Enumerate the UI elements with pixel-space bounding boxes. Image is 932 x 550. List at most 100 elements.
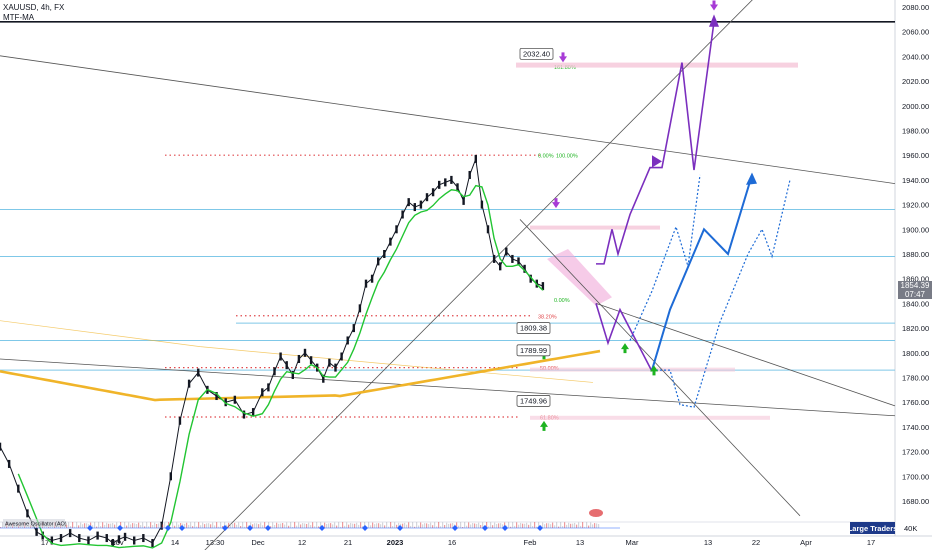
price-candle [142, 534, 145, 543]
price-candle [480, 200, 484, 209]
oscillator-bar [428, 524, 430, 528]
oscillator-bar [202, 522, 204, 528]
indicator-label: MTF-MA [3, 13, 35, 22]
oscillator-bar [204, 524, 206, 528]
projection-dip-path [595, 303, 653, 372]
oscillator-bar [396, 524, 398, 528]
oscillator-bar [172, 522, 174, 528]
oscillator-bar [470, 524, 472, 528]
oscillator-bar [394, 522, 396, 528]
price-candle [267, 383, 270, 392]
x-tick-label: Dec [251, 538, 265, 547]
oscillator-bar [592, 524, 594, 528]
oscillator-bar [524, 523, 526, 528]
oscillator-bar [228, 522, 230, 528]
oscillator-bar [200, 525, 202, 528]
oscillator-bar [594, 523, 596, 528]
oscillator-bar [184, 523, 186, 528]
y-tick-label: 1760.00 [902, 398, 929, 407]
oscillator-bar [468, 522, 470, 528]
price-candle [468, 170, 471, 179]
price-candle [492, 254, 496, 263]
oscillator-bar [496, 524, 498, 528]
price-annotation-box [519, 48, 554, 60]
oscillator-bar [438, 522, 440, 528]
flag-icon [589, 509, 603, 517]
oscillator-bar [478, 522, 480, 528]
oscillator-bar [146, 522, 148, 528]
oscillator-bar [332, 524, 334, 528]
buy-arrow [540, 420, 548, 431]
price-candle [133, 536, 136, 545]
target-zone [516, 62, 798, 68]
oscillator-bar [546, 523, 548, 528]
oscillator-bar [596, 523, 598, 528]
price-annotation-label: 2032.40 [523, 49, 550, 58]
y-tick-label: 2080.00 [902, 3, 929, 12]
price-candle [303, 348, 307, 357]
x-tick-label: 2023 [387, 538, 404, 547]
large-traders-label: Large Traders [848, 524, 898, 533]
oscillator-bar [136, 524, 138, 528]
oscillator-bar [170, 526, 172, 528]
oscillator-bar [284, 524, 286, 528]
oscillator-bar [582, 522, 584, 528]
slow-moving-average [0, 349, 601, 402]
oscillator-bar [408, 522, 410, 528]
oscillator-bar [262, 525, 264, 528]
sell-arrow [559, 52, 567, 63]
oscillator-bar [214, 525, 216, 528]
price-candle [160, 521, 163, 530]
price-candle [233, 395, 237, 404]
oscillator-bar [544, 524, 546, 528]
oscillator-bar [346, 522, 348, 528]
projection-dotted-path [652, 179, 791, 408]
buy-arrow [650, 365, 658, 376]
last-price-tag: 1854.39 07:47 [898, 281, 932, 299]
oscillator-bar [446, 522, 448, 528]
price-candle [59, 534, 63, 543]
price-candle [309, 356, 313, 365]
price-candle [17, 484, 20, 493]
oscillator-bar [450, 523, 452, 528]
y-tick-label: 1700.00 [902, 472, 929, 481]
oscillator-bar [74, 526, 76, 528]
oscillator-bar [236, 524, 238, 528]
price-annotation-box [516, 344, 551, 357]
oscillator-bar [488, 526, 490, 528]
price-candle [297, 354, 301, 363]
oscillator-bar [520, 522, 522, 528]
oscillator-bar [490, 522, 492, 528]
oscillator-bar [436, 526, 438, 528]
price-candle [407, 198, 410, 207]
sell-arrow [710, 0, 718, 11]
price-candle [474, 154, 477, 163]
price-candle [352, 324, 355, 333]
oscillator-bar [212, 522, 214, 528]
price-candle [431, 188, 435, 197]
x-tick-label: Mar [626, 538, 639, 547]
y-tick-label: 1900.00 [902, 225, 929, 234]
fib-label: 0.00% [554, 298, 570, 304]
oscillator-bar [518, 524, 520, 528]
price-candle [438, 180, 441, 189]
oscillator-bar [304, 523, 306, 528]
oscillator-bar [302, 523, 304, 528]
price-candle [87, 536, 90, 545]
price-candle [383, 250, 386, 258]
x-tick-label: 12 [298, 538, 306, 547]
price-annotation-box [516, 395, 551, 407]
price-candle [242, 410, 246, 419]
oscillator-bar [476, 523, 478, 528]
price-candle [346, 336, 349, 345]
oscillator-bar [500, 523, 502, 528]
oscillator-bar [164, 522, 166, 528]
oscillator-bar [424, 523, 426, 528]
oscillator-bar [572, 523, 574, 528]
y-tick-label: 1680.00 [902, 497, 929, 506]
oscillator-bar [466, 525, 468, 528]
oscillator-bar [250, 522, 252, 528]
oscillator-bar [296, 525, 298, 528]
